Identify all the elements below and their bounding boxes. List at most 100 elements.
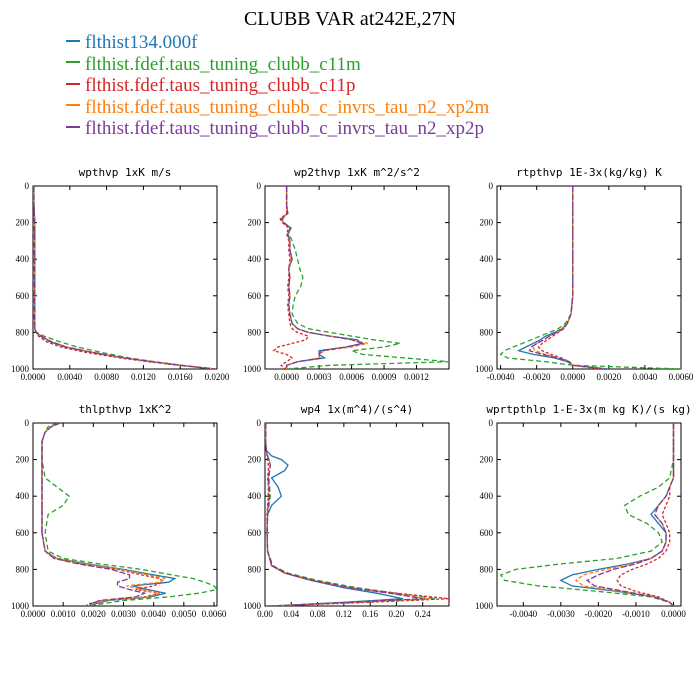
series-line bbox=[499, 423, 675, 606]
y-tick-label: 0 bbox=[489, 181, 494, 191]
legend-swatch bbox=[66, 82, 80, 85]
series-line bbox=[616, 423, 675, 606]
x-tick-label: 0.0000 bbox=[21, 609, 46, 619]
y-tick-label: 800 bbox=[480, 327, 494, 337]
x-tick-label: 0.24 bbox=[415, 609, 431, 619]
legend-swatch bbox=[66, 125, 80, 128]
y-tick-label: 1000 bbox=[243, 601, 262, 611]
panel-title: thlpthvp 1xK^2 bbox=[79, 403, 172, 416]
x-tick-label: 0.0000 bbox=[661, 609, 686, 619]
series-line bbox=[265, 423, 449, 606]
series-line bbox=[41, 423, 177, 606]
x-tick-label: 0.00 bbox=[257, 609, 273, 619]
series-line bbox=[559, 423, 675, 606]
x-tick-label: 0.0010 bbox=[51, 609, 76, 619]
y-tick-label: 600 bbox=[480, 528, 494, 538]
chart-panel: wp2thvp 1xK m^2/s^2 0 200 400 600 800 1000 0.00… bbox=[243, 166, 450, 382]
x-tick-label: 0.08 bbox=[310, 609, 326, 619]
legend-swatch bbox=[66, 61, 80, 64]
x-tick-label: 0.16 bbox=[362, 609, 378, 619]
legend-label: flthist.fdef.taus_tuning_clubb_c_invrs_t… bbox=[85, 118, 484, 139]
series-line bbox=[280, 186, 365, 369]
x-tick-label: 0.0060 bbox=[669, 372, 694, 382]
x-tick-label: 0.0040 bbox=[57, 372, 82, 382]
legend-item: flthist134.000f bbox=[66, 32, 489, 54]
series-line bbox=[33, 186, 216, 369]
plot-frame bbox=[32, 185, 218, 370]
y-tick-label: 600 bbox=[16, 291, 30, 301]
y-tick-label: 800 bbox=[480, 564, 494, 574]
x-tick-label: 0.0080 bbox=[94, 372, 119, 382]
plot-frame bbox=[264, 185, 450, 370]
x-tick-label: 0.0120 bbox=[131, 372, 156, 382]
y-tick-label: 600 bbox=[248, 291, 262, 301]
y-tick-label: 800 bbox=[16, 564, 30, 574]
series-line bbox=[41, 423, 217, 606]
series-line bbox=[33, 186, 216, 369]
x-tick-label: 0.0020 bbox=[81, 609, 106, 619]
chart-panel: rtpthvp 1E-3x(kg/kg) K02004006008001000-… bbox=[475, 166, 694, 382]
series-line bbox=[528, 186, 606, 369]
x-tick-label: 0.0000 bbox=[21, 372, 46, 382]
y-tick-label: 0 bbox=[489, 418, 494, 428]
legend-label: flthist.fdef.taus_tuning_clubb_c11m bbox=[85, 53, 361, 75]
series-line bbox=[537, 186, 600, 369]
y-tick-label: 400 bbox=[480, 491, 494, 501]
x-tick-label: 0.04 bbox=[283, 609, 299, 619]
series-line bbox=[516, 186, 609, 369]
series-line bbox=[33, 186, 215, 369]
series-line bbox=[574, 423, 675, 606]
chart-panel: wprtpthlp 1-E-3x(m kg K)/(s kg) 0 200 400 60… bbox=[475, 403, 692, 619]
plot-frame bbox=[264, 422, 450, 607]
legend: flthist134.000f flthist.fdef.taus_tuning… bbox=[66, 32, 489, 140]
legend-swatch bbox=[66, 39, 80, 42]
y-tick-label: 0 bbox=[25, 181, 30, 191]
legend-item: flthist.fdef.taus_tuning_clubb_c_invrs_t… bbox=[66, 97, 489, 119]
legend-item: flthist.fdef.taus_tuning_clubb_c11p bbox=[66, 75, 489, 97]
legend-label: flthist134.000f bbox=[85, 32, 198, 53]
y-tick-label: 0 bbox=[257, 418, 262, 428]
page-title: CLUBB VAR at242E,27N bbox=[243, 8, 457, 30]
x-tick-label: 0.0020 bbox=[596, 372, 621, 382]
legend-label: flthist.fdef.taus_tuning_clubb_c11p bbox=[85, 75, 356, 96]
y-tick-label: 800 bbox=[248, 327, 262, 337]
x-tick-label: -0.0020 bbox=[585, 609, 613, 619]
legend-label: flthist.fdef.taus_tuning_clubb_c_invrs_t… bbox=[85, 96, 490, 118]
y-tick-label: 600 bbox=[16, 528, 30, 538]
series-line bbox=[265, 423, 430, 606]
series-line bbox=[41, 423, 168, 606]
y-tick-label: 400 bbox=[16, 491, 30, 501]
x-tick-label: -0.0030 bbox=[547, 609, 575, 619]
series-line bbox=[281, 186, 449, 369]
y-tick-label: 0 bbox=[25, 418, 30, 428]
x-tick-label: -0.0010 bbox=[622, 609, 650, 619]
x-tick-label: 0.0040 bbox=[633, 372, 658, 382]
x-tick-label: 0.0012 bbox=[404, 372, 429, 382]
y-tick-label: 400 bbox=[480, 254, 494, 264]
x-tick-label: 0.20 bbox=[389, 609, 405, 619]
y-tick-label: 400 bbox=[248, 254, 262, 264]
y-tick-label: 1000 bbox=[11, 601, 30, 611]
x-tick-label: 0.0060 bbox=[202, 609, 227, 619]
x-tick-label: 0.0160 bbox=[168, 372, 193, 382]
x-tick-label: 0.0030 bbox=[111, 609, 136, 619]
plot-frame bbox=[496, 185, 682, 370]
x-tick-label: -0.0040 bbox=[509, 609, 537, 619]
x-tick-label: -0.0020 bbox=[523, 372, 551, 382]
x-tick-label: 0.0000 bbox=[560, 372, 585, 382]
y-tick-label: 400 bbox=[16, 254, 30, 264]
panel-title: wpthvp 1xK m/s bbox=[79, 166, 172, 179]
y-tick-label: 200 bbox=[248, 218, 262, 228]
series-line bbox=[41, 423, 147, 606]
y-tick-label: 800 bbox=[16, 327, 30, 337]
panel-title: wprtpthlp 1-E-3x(m kg K)/(s kg) bbox=[486, 403, 691, 416]
x-tick-label: 0.0009 bbox=[372, 372, 397, 382]
y-tick-label: 0 bbox=[257, 181, 262, 191]
legend-item: flthist.fdef.taus_tuning_clubb_c11m bbox=[66, 54, 489, 76]
series-line bbox=[33, 186, 216, 369]
series-line bbox=[585, 423, 675, 606]
series-line bbox=[265, 423, 404, 606]
